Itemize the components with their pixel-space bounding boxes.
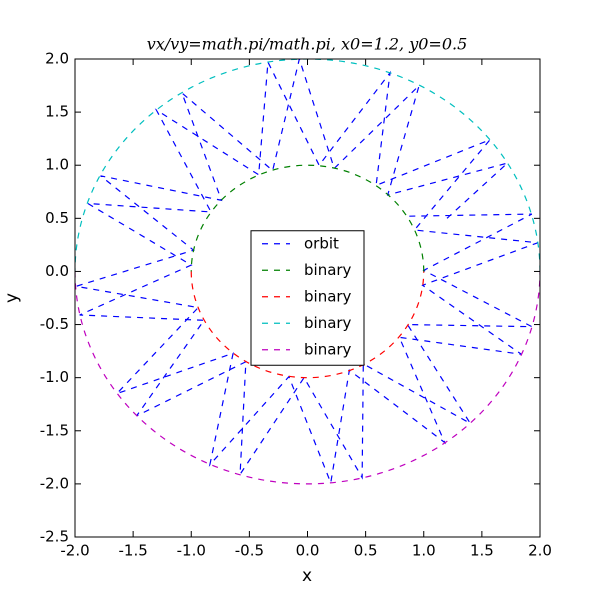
legend-box [250,230,365,366]
orbit-line [75,59,538,486]
y-tick-label: -1.5 [40,421,69,439]
y-tick-label: -2.0 [40,474,69,492]
boundary-arc [190,164,425,272]
x-tick-label: -0.5 [235,542,264,560]
legend-label: binary [304,314,352,332]
y-axis-label: y [2,293,22,303]
x-tick-label: 1.5 [470,542,494,560]
legend-label: binary [304,261,352,279]
legend-label: binary [304,340,352,358]
y-tick-label: -2.5 [40,528,69,546]
y-tick-label: -1.0 [40,368,69,386]
x-tick-label: -1.0 [177,542,206,560]
y-tick-label: 2.0 [45,50,69,68]
x-tick-label: 2.0 [528,542,552,560]
x-tick-label: -1.5 [118,542,147,560]
x-tick-label: 0.5 [354,542,378,560]
y-tick-label: 0.5 [45,209,69,227]
legend-label: binary [304,287,352,305]
y-tick-label: 1.0 [45,156,69,174]
y-tick-label: -0.5 [40,315,69,333]
legend-label: orbit [304,234,339,252]
boundary-arc [75,59,540,272]
x-tick-label: 0.0 [296,542,320,560]
y-tick-label: 0.0 [45,262,69,280]
boundary-arc [190,271,425,379]
boundary-arc [75,271,540,485]
x-tick-label: -2.0 [60,542,89,560]
x-axis-label: x [302,566,312,586]
x-tick-label: 1.0 [412,542,436,560]
y-tick-label: 1.5 [45,103,69,121]
chart-title: vx/vy=math.pi/math.pi, x0=1.2, y0=0.5 [147,35,468,54]
